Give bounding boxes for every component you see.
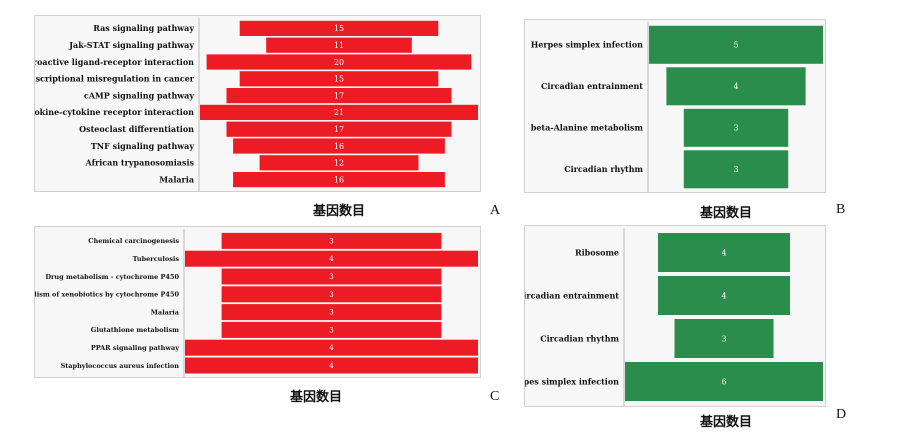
chart-b-bar-beta-alanine-metabolism <box>683 108 789 147</box>
panel-d-letter: D <box>836 407 847 422</box>
chart-a-bar-ras-signaling-pathway <box>239 20 439 36</box>
panel-c-letter: C <box>490 389 500 404</box>
chart-b-label-herpes-simplex-infection: Herpes simplex infection <box>531 40 643 50</box>
chart-b-label-beta-alanine-metabolism: beta-Alanine metabolism <box>531 123 644 133</box>
chart-c-value-tuberculosis: 4 <box>329 255 334 263</box>
chart-c-label-glutathione-metabolism: Glutathione metabolism <box>91 326 179 334</box>
chart-c-bar-drug-metabolism-cytochrome-p450 <box>221 268 442 285</box>
chart-b-xlabel: 基因数目 <box>700 206 753 221</box>
chart-a-label-camp-signaling-pathway: cAMP signaling pathway <box>84 90 195 100</box>
chart-c-bar-tuberculosis <box>185 250 478 267</box>
chart-c-value-staphylococcus-aureus-infection: 4 <box>329 362 334 370</box>
chart-c-label-metabolism-of-xenobiotics-by-cytochrome-p450: Metabolism of xenobiotics by cytochrome … <box>35 291 179 299</box>
chart-c-value-metabolism-of-xenobiotics-by-cytochrome-p450: 3 <box>329 291 333 299</box>
chart-c-label-drug-metabolism-cytochrome-p450: Drug metabolism - cytochrome P450 <box>45 273 179 281</box>
chart-a-label-ras-signaling-pathway: Ras signaling pathway <box>93 23 194 33</box>
chart-a-label-cytokine-cytokine-receptor-interaction: Cytokine-cytokine receptor interaction <box>35 107 194 117</box>
chart-c-label-staphylococcus-aureus-infection: Staphylococcus aureus infection <box>61 362 180 370</box>
chart-b-value-circadian-entrainment: 4 <box>733 82 738 91</box>
chart-a-label-african-trypanosomiasis: African trypanosomiasis <box>85 158 195 168</box>
chart-a-bar-cytokine-cytokine-receptor-interaction <box>200 104 478 120</box>
chart-d-bar-ribosome <box>658 233 790 272</box>
chart-a-value-cytokine-cytokine-receptor-interaction: 21 <box>334 108 344 117</box>
chart-a: Ras signaling pathway 15 Jak-STAT signalin… <box>35 18 478 191</box>
chart-a-bar-african-trypanosomiasis <box>259 155 419 171</box>
chart-d-value-ribosome: 4 <box>721 248 726 257</box>
chart-a-bar-transcriptional-misregulation-in-cancer <box>239 71 439 87</box>
chart-d-bar-herpes-simplex-infection <box>625 362 823 401</box>
chart-a-value-malaria: 16 <box>334 175 344 184</box>
chart-c-label-tuberculosis: Tuberculosis <box>133 255 180 263</box>
chart-c-bar-glutathione-metabolism <box>221 321 442 338</box>
chart-b-value-circadian-rhythm: 3 <box>733 165 738 174</box>
panel-a-letter: A <box>490 203 501 218</box>
chart-c-label-malaria: Malaria <box>151 308 180 316</box>
chart-b-label-circadian-entrainment: Circadian entrainment <box>541 81 643 91</box>
chart-a-xlabel: 基因数目 <box>313 204 366 219</box>
chart-a-bar-malaria <box>233 172 445 188</box>
chart-c-value-ppar-signaling-pathway: 4 <box>329 344 334 352</box>
chart-a-label-transcriptional-misregulation-in-cancer: Transcriptional misregulation in cancer <box>35 74 195 84</box>
chart-a-label-tnf-signaling-pathway: TNF signaling pathway <box>91 141 195 151</box>
chart-a-bar-neuroactive-ligand-receptor-interaction <box>206 54 472 70</box>
chart-a-value-ras-signaling-pathway: 15 <box>334 24 344 33</box>
chart-b-value-beta-alanine-metabolism: 3 <box>733 124 738 133</box>
chart-c: Chemical carcinogenesis 3 Tuberculosis 4 Dru… <box>35 229 478 377</box>
chart-d-xlabel: 基因数目 <box>700 415 753 430</box>
chart-d-frame: Ribosome 4 Circadian entrainment 4 Circadian… <box>524 225 826 407</box>
chart-c-value-chemical-carcinogenesis: 3 <box>329 237 333 245</box>
chart-d-bar-circadian-entrainment <box>658 276 790 315</box>
chart-a-value-osteoclast-differentiation: 17 <box>334 125 344 134</box>
chart-a-bar-tnf-signaling-pathway <box>233 138 445 154</box>
chart-d-label-circadian-entrainment: Circadian entrainment <box>525 290 619 300</box>
panel-b-letter: B <box>836 202 846 217</box>
chart-c-frame: Chemical carcinogenesis 3 Tuberculosis 4 Dru… <box>34 226 481 378</box>
chart-c-value-glutathione-metabolism: 3 <box>329 326 333 334</box>
chart-a-frame: Ras signaling pathway 15 Jak-STAT signalin… <box>34 15 481 192</box>
chart-b-bar-herpes-simplex-infection <box>649 25 823 64</box>
chart-d-label-circadian-rhythm: Circadian rhythm <box>540 333 619 343</box>
chart-a-value-african-trypanosomiasis: 12 <box>334 159 344 168</box>
chart-a-label-neuroactive-ligand-receptor-interaction: Neuroactive ligand-receptor interaction <box>35 57 194 67</box>
chart-b-label-circadian-rhythm: Circadian rhythm <box>564 164 643 174</box>
chart-a-value-tnf-signaling-pathway: 16 <box>334 142 344 151</box>
chart-d: Ribosome 4 Circadian entrainment 4 Circadian… <box>525 228 823 406</box>
chart-a-label-malaria: Malaria <box>159 174 194 184</box>
chart-d-value-circadian-rhythm: 3 <box>721 334 726 343</box>
chart-b-bar-circadian-entrainment <box>666 67 806 106</box>
chart-c-label-chemical-carcinogenesis: Chemical carcinogenesis <box>88 237 179 245</box>
chart-c-bar-metabolism-of-xenobiotics-by-cytochrome-p450 <box>221 286 442 303</box>
chart-a-value-neuroactive-ligand-receptor-interaction: 20 <box>334 58 344 67</box>
chart-d-label-herpes-simplex-infection: Herpes simplex infection <box>525 376 619 386</box>
chart-c-value-malaria: 3 <box>329 309 333 317</box>
chart-a-value-jak-stat-signaling-pathway: 11 <box>334 41 344 50</box>
chart-b: Herpes simplex infection 5 Circadian entra… <box>531 22 823 192</box>
chart-a-value-transcriptional-misregulation-in-cancer: 15 <box>334 75 344 84</box>
chart-d-value-herpes-simplex-infection: 6 <box>721 377 726 386</box>
chart-c-value-drug-metabolism-cytochrome-p450: 3 <box>329 273 333 281</box>
chart-a-value-camp-signaling-pathway: 17 <box>334 91 344 100</box>
chart-d-label-ribosome: Ribosome <box>575 247 619 257</box>
chart-c-xlabel: 基因数目 <box>290 390 343 405</box>
chart-a-bar-camp-signaling-pathway <box>226 88 452 104</box>
chart-b-value-herpes-simplex-infection: 5 <box>733 41 738 50</box>
chart-a-label-osteoclast-differentiation: Osteoclast differentiation <box>79 124 194 134</box>
chart-a-bar-jak-stat-signaling-pathway <box>266 37 412 53</box>
chart-a-bar-osteoclast-differentiation <box>226 121 452 137</box>
chart-c-bar-ppar-signaling-pathway <box>185 339 478 356</box>
chart-b-frame: Herpes simplex infection 5 Circadian entra… <box>524 19 826 193</box>
chart-c-bar-chemical-carcinogenesis <box>221 232 442 249</box>
chart-c-label-ppar-signaling-pathway: PPAR signaling pathway <box>91 344 179 352</box>
chart-b-bar-circadian-rhythm <box>683 150 789 189</box>
chart-c-bar-staphylococcus-aureus-infection <box>185 357 478 374</box>
chart-c-bar-malaria <box>221 304 442 321</box>
chart-d-bar-circadian-rhythm <box>674 319 774 358</box>
chart-d-value-circadian-entrainment: 4 <box>721 291 726 300</box>
chart-a-label-jak-stat-signaling-pathway: Jak-STAT signaling pathway <box>68 40 194 50</box>
